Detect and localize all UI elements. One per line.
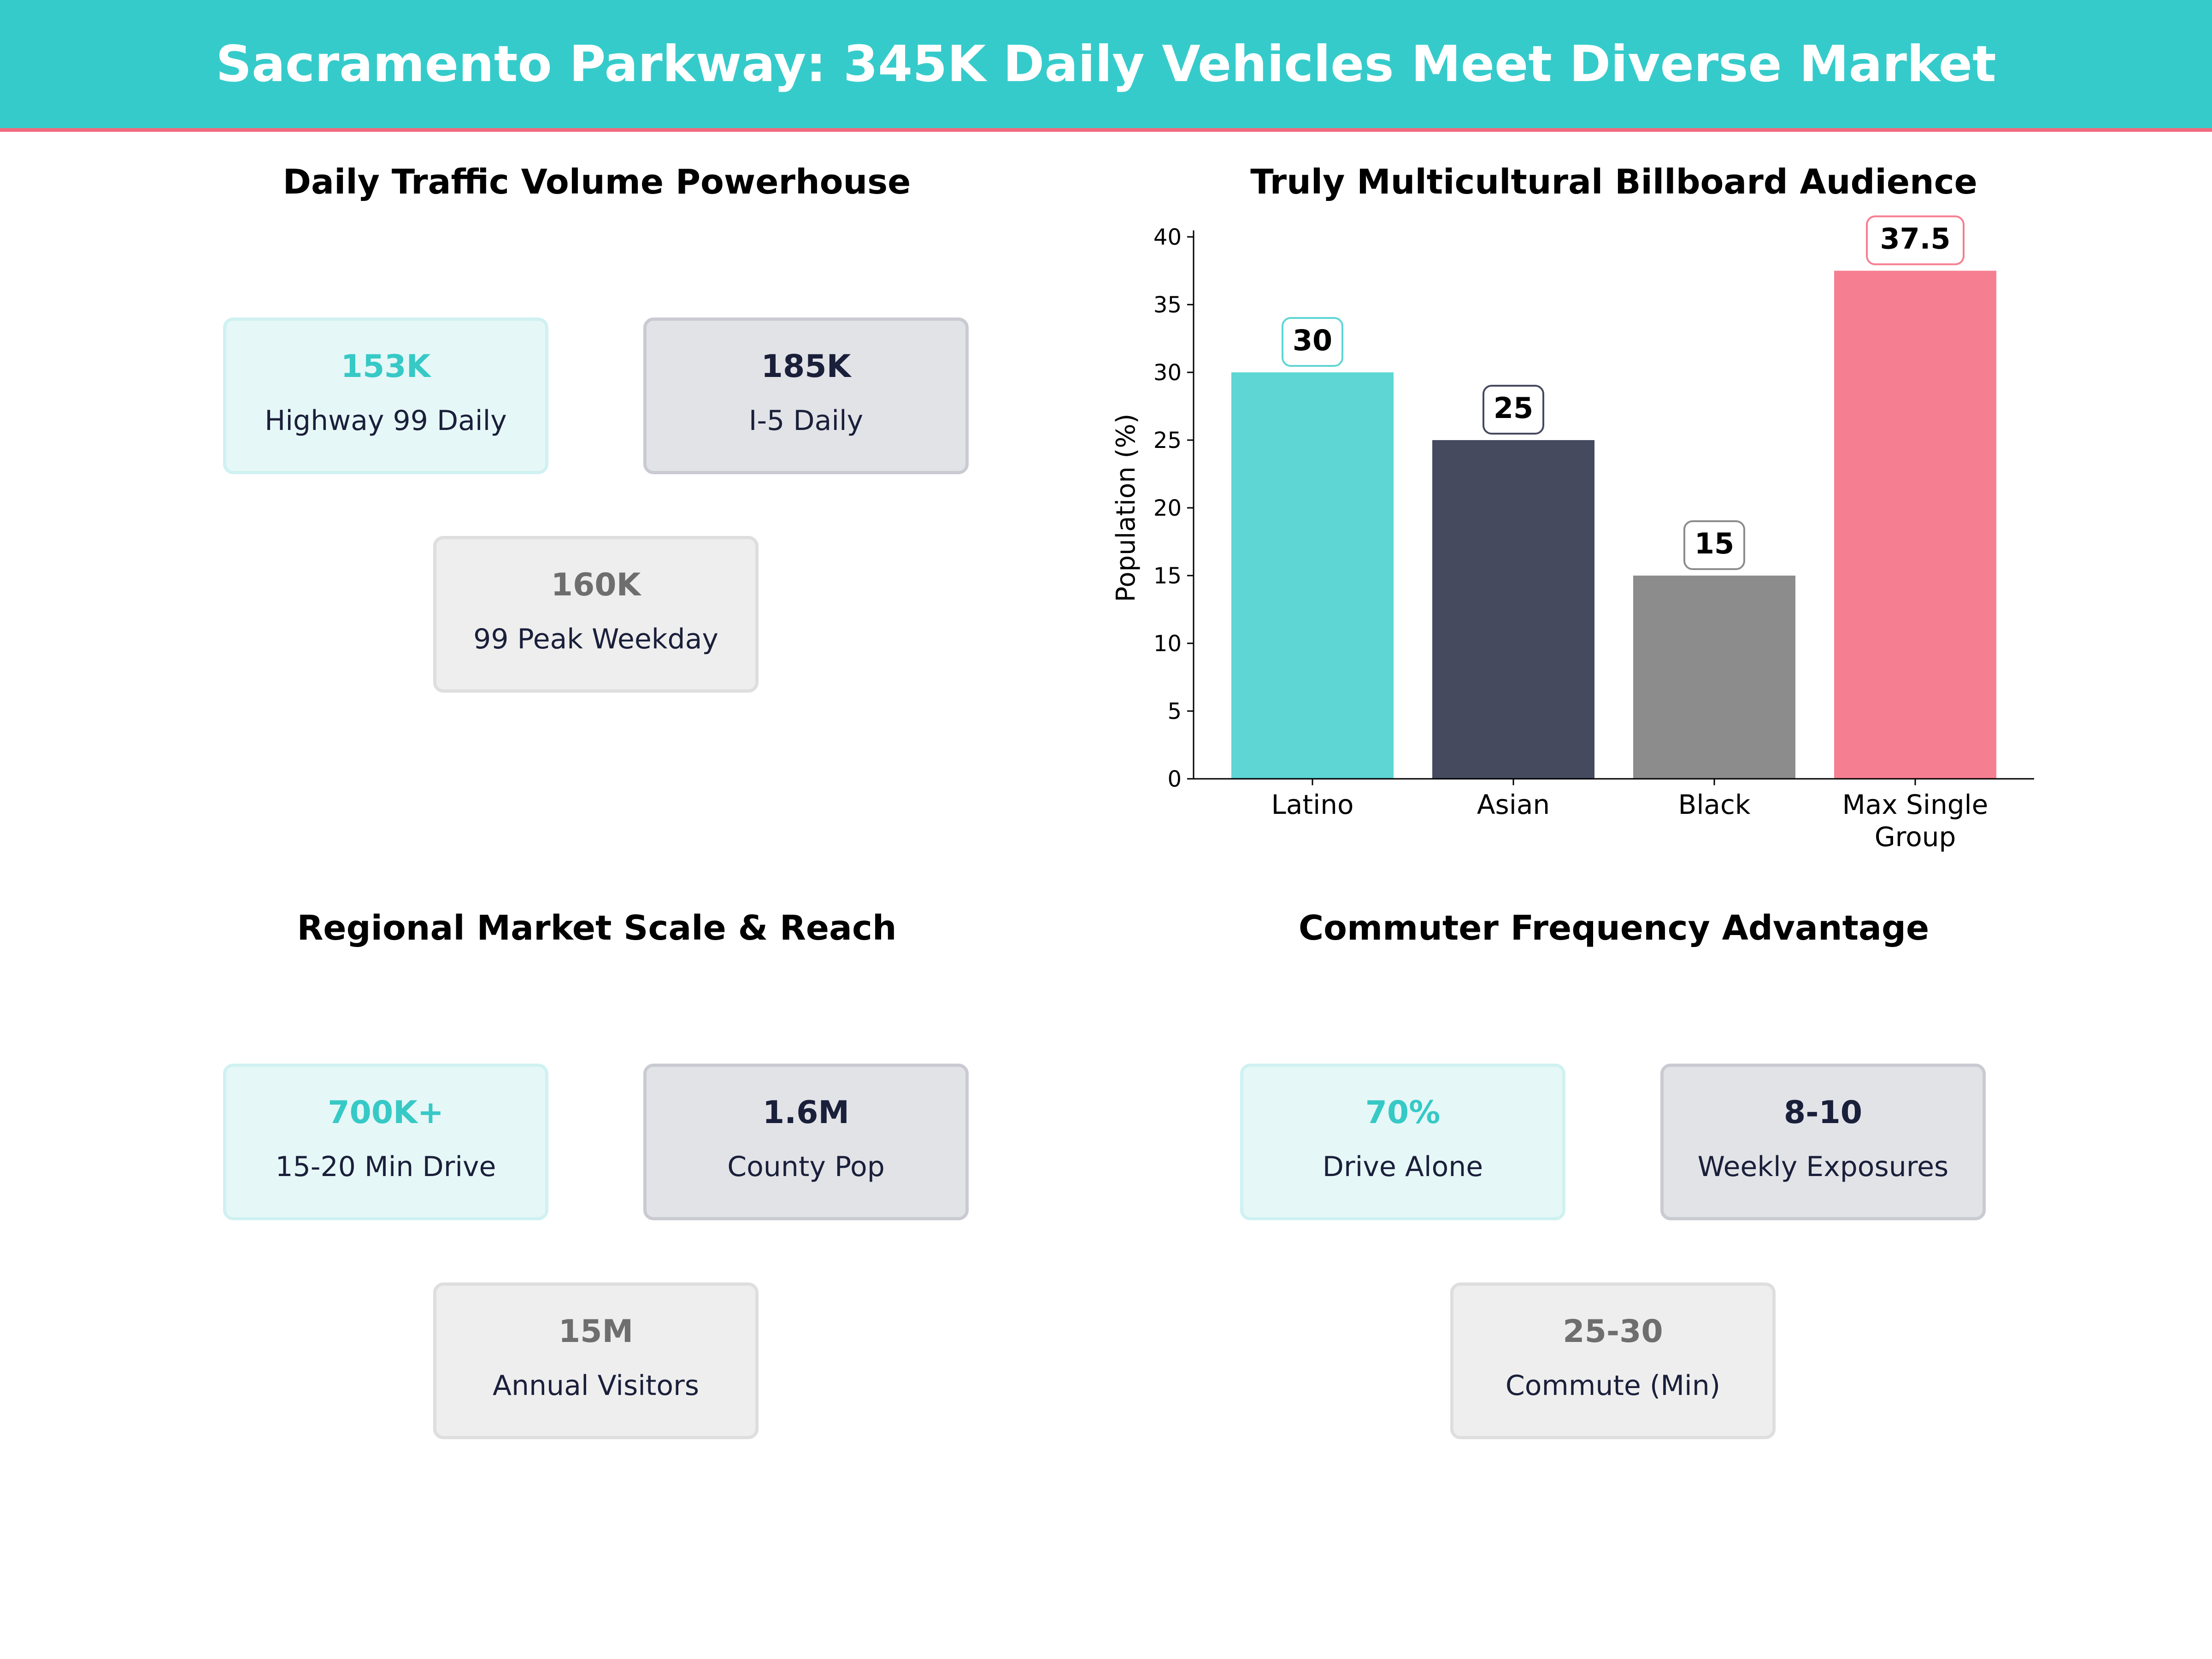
metric-card: 185K I-5 Daily (643, 318, 969, 474)
value-label-box (1866, 215, 1965, 265)
y-tick-label: 0 (1167, 766, 1182, 792)
metric-card: 700K+ 15-20 Min Drive (223, 1064, 548, 1220)
metric-value: 1.6M (762, 1094, 850, 1131)
commuter-panel-title: Commuter Frequency Advantage (1298, 908, 1930, 948)
metric-card: 15M Annual Visitors (433, 1282, 759, 1439)
y-tick-label: 40 (1153, 224, 1182, 250)
value-label: 25 (1494, 391, 1533, 425)
metric-value: 15M (558, 1313, 634, 1350)
y-tick-label: 25 (1153, 428, 1182, 453)
metric-label: Commute (Min) (1505, 1370, 1721, 1402)
bar-black (1633, 576, 1795, 779)
metric-value: 700K+ (328, 1094, 444, 1131)
metric-card: 8-10 Weekly Exposures (1660, 1064, 1986, 1220)
page-title: Sacramento Parkway: 345K Daily Vehicles … (216, 35, 1996, 93)
value-label-box (1483, 385, 1544, 435)
metric-label: 15-20 Min Drive (275, 1151, 496, 1183)
metric-value: 153K (341, 348, 431, 385)
metric-label: County Pop (727, 1151, 885, 1183)
bar-max-single-group (1834, 271, 1996, 779)
metric-value: 25-30 (1563, 1313, 1663, 1350)
chart-title: Truly Multicultural Billboard Audience (1250, 162, 1977, 202)
metric-value: 160K (551, 567, 641, 603)
metric-value: 8-10 (1783, 1094, 1863, 1131)
metric-card: 70% Drive Alone (1240, 1064, 1565, 1220)
x-tick-label: Asian (1477, 789, 1550, 820)
y-tick-label: 20 (1153, 495, 1182, 521)
market-panel-title: Regional Market Scale & Reach (297, 908, 897, 948)
value-label-box (1282, 317, 1343, 367)
bar-asian (1432, 440, 1594, 779)
metric-label: 99 Peak Weekday (473, 623, 718, 655)
header-banner: Sacramento Parkway: 345K Daily Vehicles … (0, 0, 2212, 132)
value-label: 37.5 (1880, 222, 1951, 256)
metric-label: Annual Visitors (492, 1370, 700, 1402)
metric-value: 70% (1365, 1094, 1441, 1131)
y-tick-label: 5 (1167, 699, 1182, 724)
value-label: 30 (1293, 324, 1332, 357)
metric-value: 185K (761, 348, 851, 385)
value-label: 15 (1694, 527, 1734, 560)
metric-card: 25-30 Commute (Min) (1450, 1282, 1776, 1439)
y-tick-label: 30 (1153, 360, 1182, 386)
x-tick-label: Black (1678, 789, 1751, 820)
y-axis-label: Population (%) (1111, 414, 1141, 602)
value-label-box (1683, 520, 1745, 570)
metric-card: 160K 99 Peak Weekday (433, 536, 759, 693)
metric-label: I-5 Daily (748, 405, 864, 437)
metric-label: Weekly Exposures (1697, 1151, 1949, 1183)
y-tick-label: 15 (1153, 563, 1182, 589)
x-tick-label: Max Single Group (1842, 789, 1988, 853)
metric-card: 1.6M County Pop (643, 1064, 969, 1220)
y-tick-label: 35 (1153, 292, 1182, 318)
metric-label: Highway 99 Daily (265, 405, 507, 437)
traffic-panel-title: Daily Traffic Volume Powerhouse (282, 162, 911, 202)
metric-label: Drive Alone (1322, 1151, 1483, 1183)
x-tick-label: Latino (1271, 789, 1354, 820)
bar-latino (1231, 372, 1394, 779)
metric-card: 153K Highway 99 Daily (223, 318, 548, 474)
y-tick-label: 10 (1153, 631, 1182, 657)
